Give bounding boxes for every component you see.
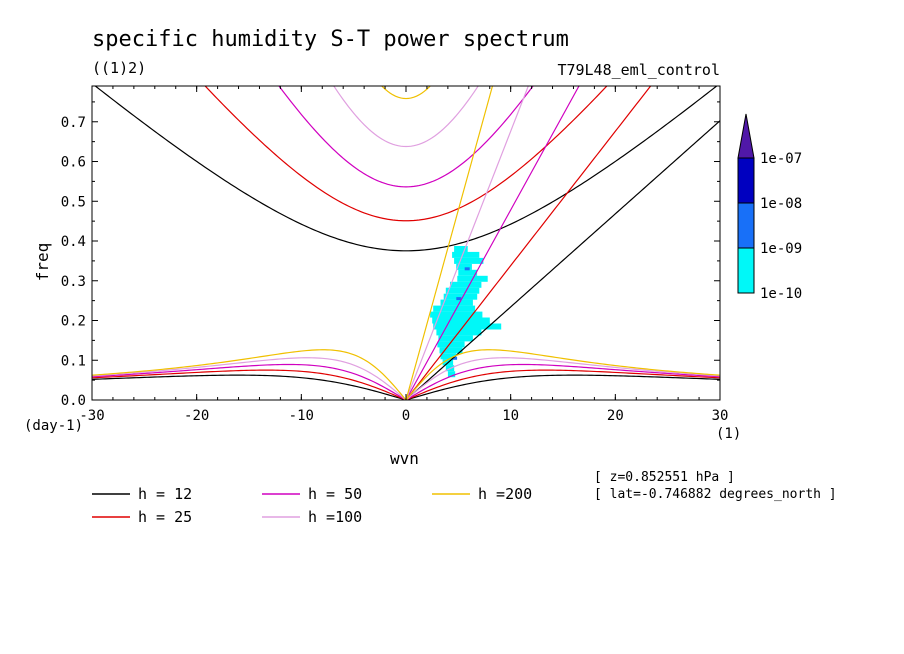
power-shade-row xyxy=(437,341,465,348)
colorbar: 1e-07 1e-08 1e-09 1e-10 xyxy=(737,113,802,302)
x-tick-label: 0 xyxy=(402,408,410,424)
colorbar-segment xyxy=(737,157,755,204)
rossby-curve xyxy=(92,369,720,400)
plot-area xyxy=(92,86,720,400)
power-speckle xyxy=(456,297,462,301)
legend-entry: h = 50 xyxy=(308,485,362,503)
inertia-gravity-curve xyxy=(380,86,432,100)
colorbar-label: 1e-10 xyxy=(760,286,802,302)
power-shade-row xyxy=(430,311,483,318)
y-axis-label: freq xyxy=(33,243,52,282)
y-tick-label: 0.3 xyxy=(61,274,86,290)
power-shade-row xyxy=(433,323,502,330)
x-axis-ticks: -30 -20 -10 0 10 20 30 xyxy=(79,86,728,424)
power-shade-row xyxy=(454,246,468,252)
power-shade-row xyxy=(450,281,482,288)
colorbar-label: 1e-07 xyxy=(760,151,802,167)
x-unit-label: (1) xyxy=(716,426,741,442)
power-shade-row xyxy=(440,299,473,306)
colorbar-segment xyxy=(737,202,755,249)
rossby-curve xyxy=(92,349,720,400)
y-tick-label: 0.4 xyxy=(61,234,86,250)
x-tick-label: -20 xyxy=(184,408,209,424)
colorbar-triangle xyxy=(737,113,755,159)
legend-entry: h = 25 xyxy=(138,508,192,526)
y-tick-label: 0.6 xyxy=(61,155,86,171)
kelvin-curve xyxy=(405,120,720,400)
level-note: [ z=0.852551 hPa ] xyxy=(594,470,735,485)
inertia-gravity-curve xyxy=(94,86,718,252)
power-shade-row xyxy=(439,347,463,354)
inertia-gravity-curve xyxy=(278,86,534,188)
x-tick-label: -30 xyxy=(79,408,104,424)
kelvin-curve xyxy=(405,86,494,400)
power-shade-row xyxy=(447,371,456,378)
power-speckle xyxy=(464,267,470,271)
kelvin-curve xyxy=(405,86,529,400)
y-unit-label: (day-1) xyxy=(24,418,83,434)
inertia-gravity-curve xyxy=(333,86,479,148)
legend-entry: h =100 xyxy=(308,508,362,526)
inertia-gravity-curve xyxy=(204,86,608,222)
chart-subtitle-left: ((1)2) xyxy=(92,59,146,77)
legend-entry: h =200 xyxy=(478,485,532,503)
power-shade-row xyxy=(445,287,480,294)
x-tick-label: -10 xyxy=(289,408,314,424)
latitude-note: [ lat=-0.746882 degrees_north ] xyxy=(594,487,837,502)
colorbar-segment xyxy=(737,247,755,294)
kelvin-curve xyxy=(405,86,652,400)
power-speckle xyxy=(452,356,458,360)
x-tick-label: 30 xyxy=(712,408,729,424)
legend: h = 12 h = 25 h = 50 h =100 h =200 xyxy=(92,485,532,526)
power-shade-row xyxy=(438,335,473,342)
chart-title: specific humidity S-T power spectrum xyxy=(92,27,569,52)
y-tick-label: 0.2 xyxy=(61,314,86,330)
colorbar-label: 1e-09 xyxy=(760,241,802,257)
power-shade-row xyxy=(443,293,478,300)
power-shade-row xyxy=(432,317,490,324)
chart-subtitle-right: T79L48_eml_control xyxy=(557,61,720,79)
y-axis-ticks: 0.0 0.1 0.2 0.3 0.4 0.5 0.6 0.7 xyxy=(61,101,720,409)
rossby-curve xyxy=(92,357,720,400)
x-tick-label: 20 xyxy=(607,408,624,424)
power-shade-row xyxy=(440,353,457,360)
y-tick-label: 0.7 xyxy=(61,115,86,131)
kelvin-curve xyxy=(405,86,580,400)
rossby-curve xyxy=(92,363,720,400)
x-axis-label: wvn xyxy=(390,449,419,468)
y-tick-label: 0.5 xyxy=(61,194,86,210)
colorbar-label: 1e-08 xyxy=(760,196,802,212)
y-tick-label: 0.0 xyxy=(61,393,86,409)
legend-entry: h = 12 xyxy=(138,485,192,503)
power-shade-row xyxy=(452,251,480,258)
y-tick-label: 0.1 xyxy=(61,353,86,369)
rossby-curve xyxy=(92,374,720,400)
power-shade-row xyxy=(454,257,484,264)
power-shade-row xyxy=(456,263,472,270)
x-tick-label: 10 xyxy=(502,408,519,424)
power-shade-row xyxy=(433,305,476,312)
power-shade-row xyxy=(458,269,478,276)
plot-frame xyxy=(91,85,721,401)
